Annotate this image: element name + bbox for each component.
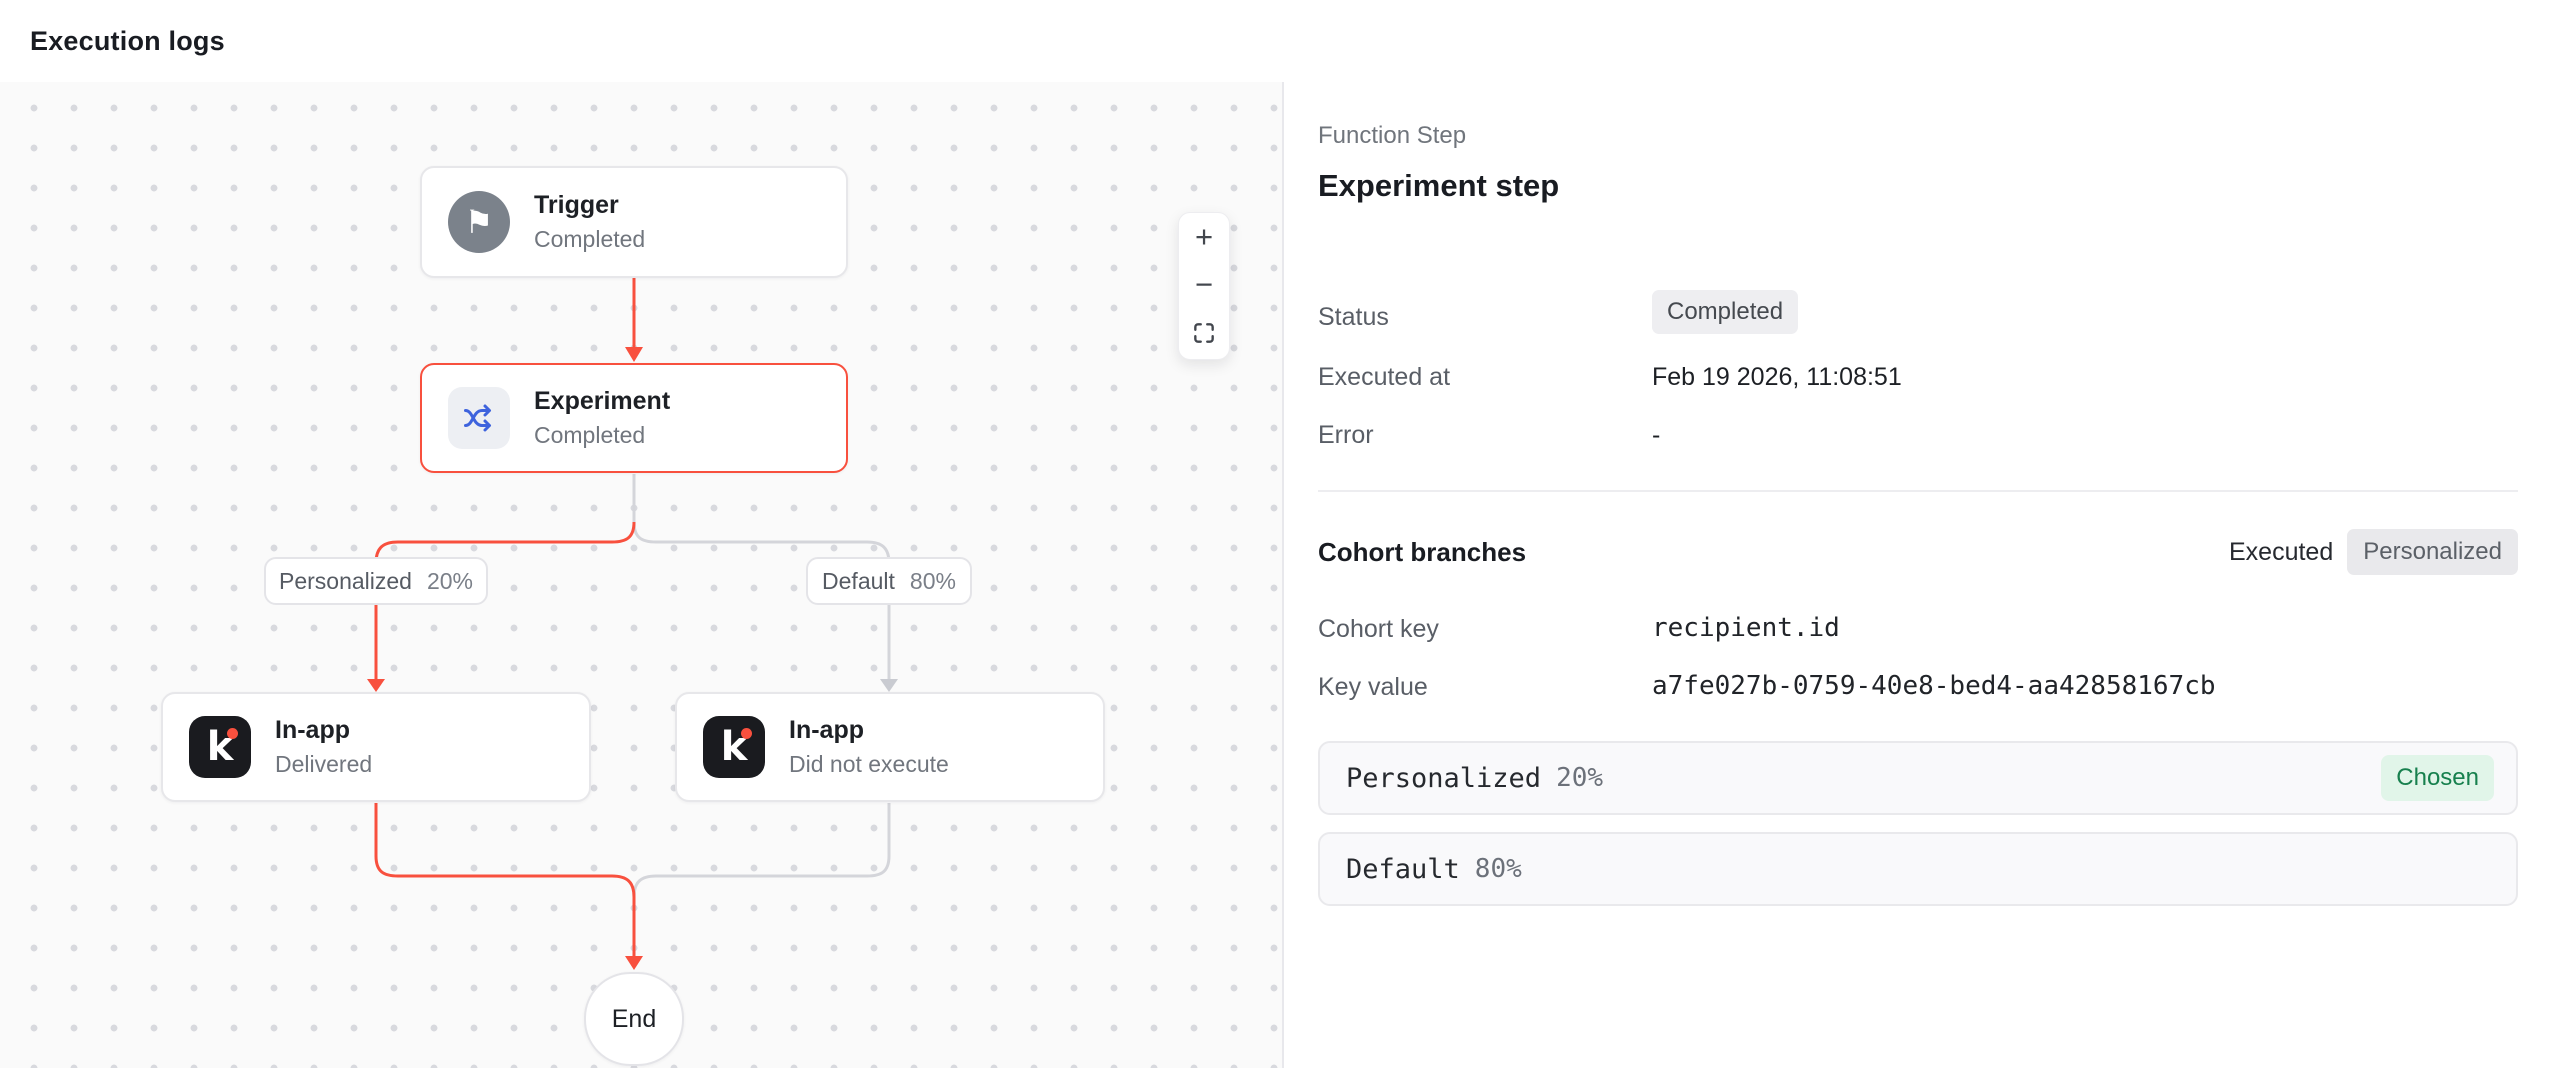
node-trigger[interactable]: ⚑ Trigger Completed [420, 166, 848, 278]
fit-view-icon [1194, 323, 1214, 343]
node-experiment-status: Completed [534, 422, 646, 448]
canvas-zoom-controls: + − [1178, 212, 1230, 360]
executed-at-value: Feb 19 2026, 11:08:51 [1652, 363, 1902, 391]
edge-branch-default [632, 521, 891, 680]
branch-label-default-percent: 80% [909, 567, 956, 594]
node-end[interactable]: End [584, 972, 684, 1066]
step-type-label: Function Step [1318, 122, 1467, 149]
zoom-out-button[interactable]: − [1179, 261, 1229, 309]
executed-cohort-indicator: Executed Personalized [2229, 529, 2518, 575]
node-inapp-delivered[interactable]: k In-app Delivered [161, 692, 591, 802]
branch-label-default-name: Default [822, 567, 895, 594]
branch-label-default[interactable]: Default 80% [806, 557, 972, 605]
cohort-branches-heading: Cohort branches [1318, 537, 1527, 567]
cohort-key-value: recipient.id [1652, 613, 1840, 643]
node-experiment-title: Experiment [534, 387, 671, 415]
workflow-canvas[interactable]: ⚑ Trigger Completed Experiment Completed [0, 82, 1284, 1068]
edge-inapp-left-end [374, 803, 636, 958]
step-title: Experiment step [1318, 168, 1560, 203]
executed-cohort-badge: Personalized [2347, 529, 2518, 575]
branch-label-personalized-percent: 20% [426, 567, 473, 594]
cohort-key-label: Cohort key [1318, 615, 1439, 643]
cohort-branch-row-personalized[interactable]: Personalized 20% Chosen [1318, 741, 2518, 815]
node-trigger-text: Trigger Completed [534, 191, 645, 253]
arrow-experiment [625, 347, 643, 362]
workflow-connectors [367, 278, 898, 970]
branch-name: Personalized [1346, 762, 1542, 794]
key-value-value: a7fe027b-0759-40e8-bed4-aa42858167cb [1652, 671, 2216, 701]
page-header: Execution logs [0, 0, 2554, 84]
error-label: Error [1318, 421, 1374, 449]
cohort-branch-row-default[interactable]: Default 80% [1318, 832, 2518, 906]
chosen-badge: Chosen [2381, 755, 2494, 801]
status-badge-wrap: Completed [1652, 290, 1799, 334]
edge-inapp-right-end [632, 803, 891, 898]
flag-glyph: ⚑ [464, 204, 494, 240]
status-badge: Completed [1652, 290, 1799, 334]
node-inapp-skipped-status: Did not execute [789, 751, 949, 777]
branch-label-personalized[interactable]: Personalized 20% [264, 557, 488, 605]
branch-name: Default [1346, 853, 1460, 885]
knock-icon: k [703, 716, 765, 778]
node-inapp-skipped-title: In-app [789, 716, 864, 744]
node-inapp-skipped[interactable]: k In-app Did not execute [675, 692, 1105, 802]
fit-view-button[interactable] [1179, 309, 1229, 357]
arrow-inapp-right [880, 679, 898, 692]
node-trigger-status: Completed [534, 226, 646, 252]
arrow-inapp-left [367, 679, 385, 692]
flag-icon: ⚑ [448, 191, 510, 253]
page-title: Execution logs [30, 25, 225, 56]
knock-dot [741, 728, 752, 739]
node-trigger-title: Trigger [534, 191, 619, 219]
section-divider [1318, 490, 2518, 492]
node-experiment-text: Experiment Completed [534, 387, 670, 449]
node-experiment[interactable]: Experiment Completed [420, 363, 848, 473]
node-inapp-delivered-title: In-app [275, 716, 350, 744]
status-label: Status [1318, 303, 1389, 331]
knock-icon: k [189, 716, 251, 778]
executed-label: Executed [2229, 537, 2334, 566]
branch-label-personalized-name: Personalized [278, 567, 412, 594]
shuffle-icon [448, 387, 510, 449]
arrow-end [625, 956, 643, 970]
error-value: - [1652, 421, 1661, 449]
node-inapp-skipped-text: In-app Did not execute [789, 716, 949, 778]
zoom-in-button[interactable]: + [1179, 213, 1229, 261]
step-detail-panel: Function Step Experiment step Status Com… [1284, 82, 2554, 1068]
branch-percent: 80% [1474, 854, 1522, 884]
branch-percent: 20% [1556, 763, 1604, 793]
node-inapp-delivered-text: In-app Delivered [275, 716, 372, 778]
executed-at-label: Executed at [1318, 363, 1451, 391]
knock-dot [227, 728, 238, 739]
node-end-label: End [611, 1004, 657, 1033]
key-value-label: Key value [1318, 673, 1428, 701]
node-inapp-delivered-status: Delivered [275, 751, 373, 777]
edge-branch-personalized [374, 521, 636, 680]
